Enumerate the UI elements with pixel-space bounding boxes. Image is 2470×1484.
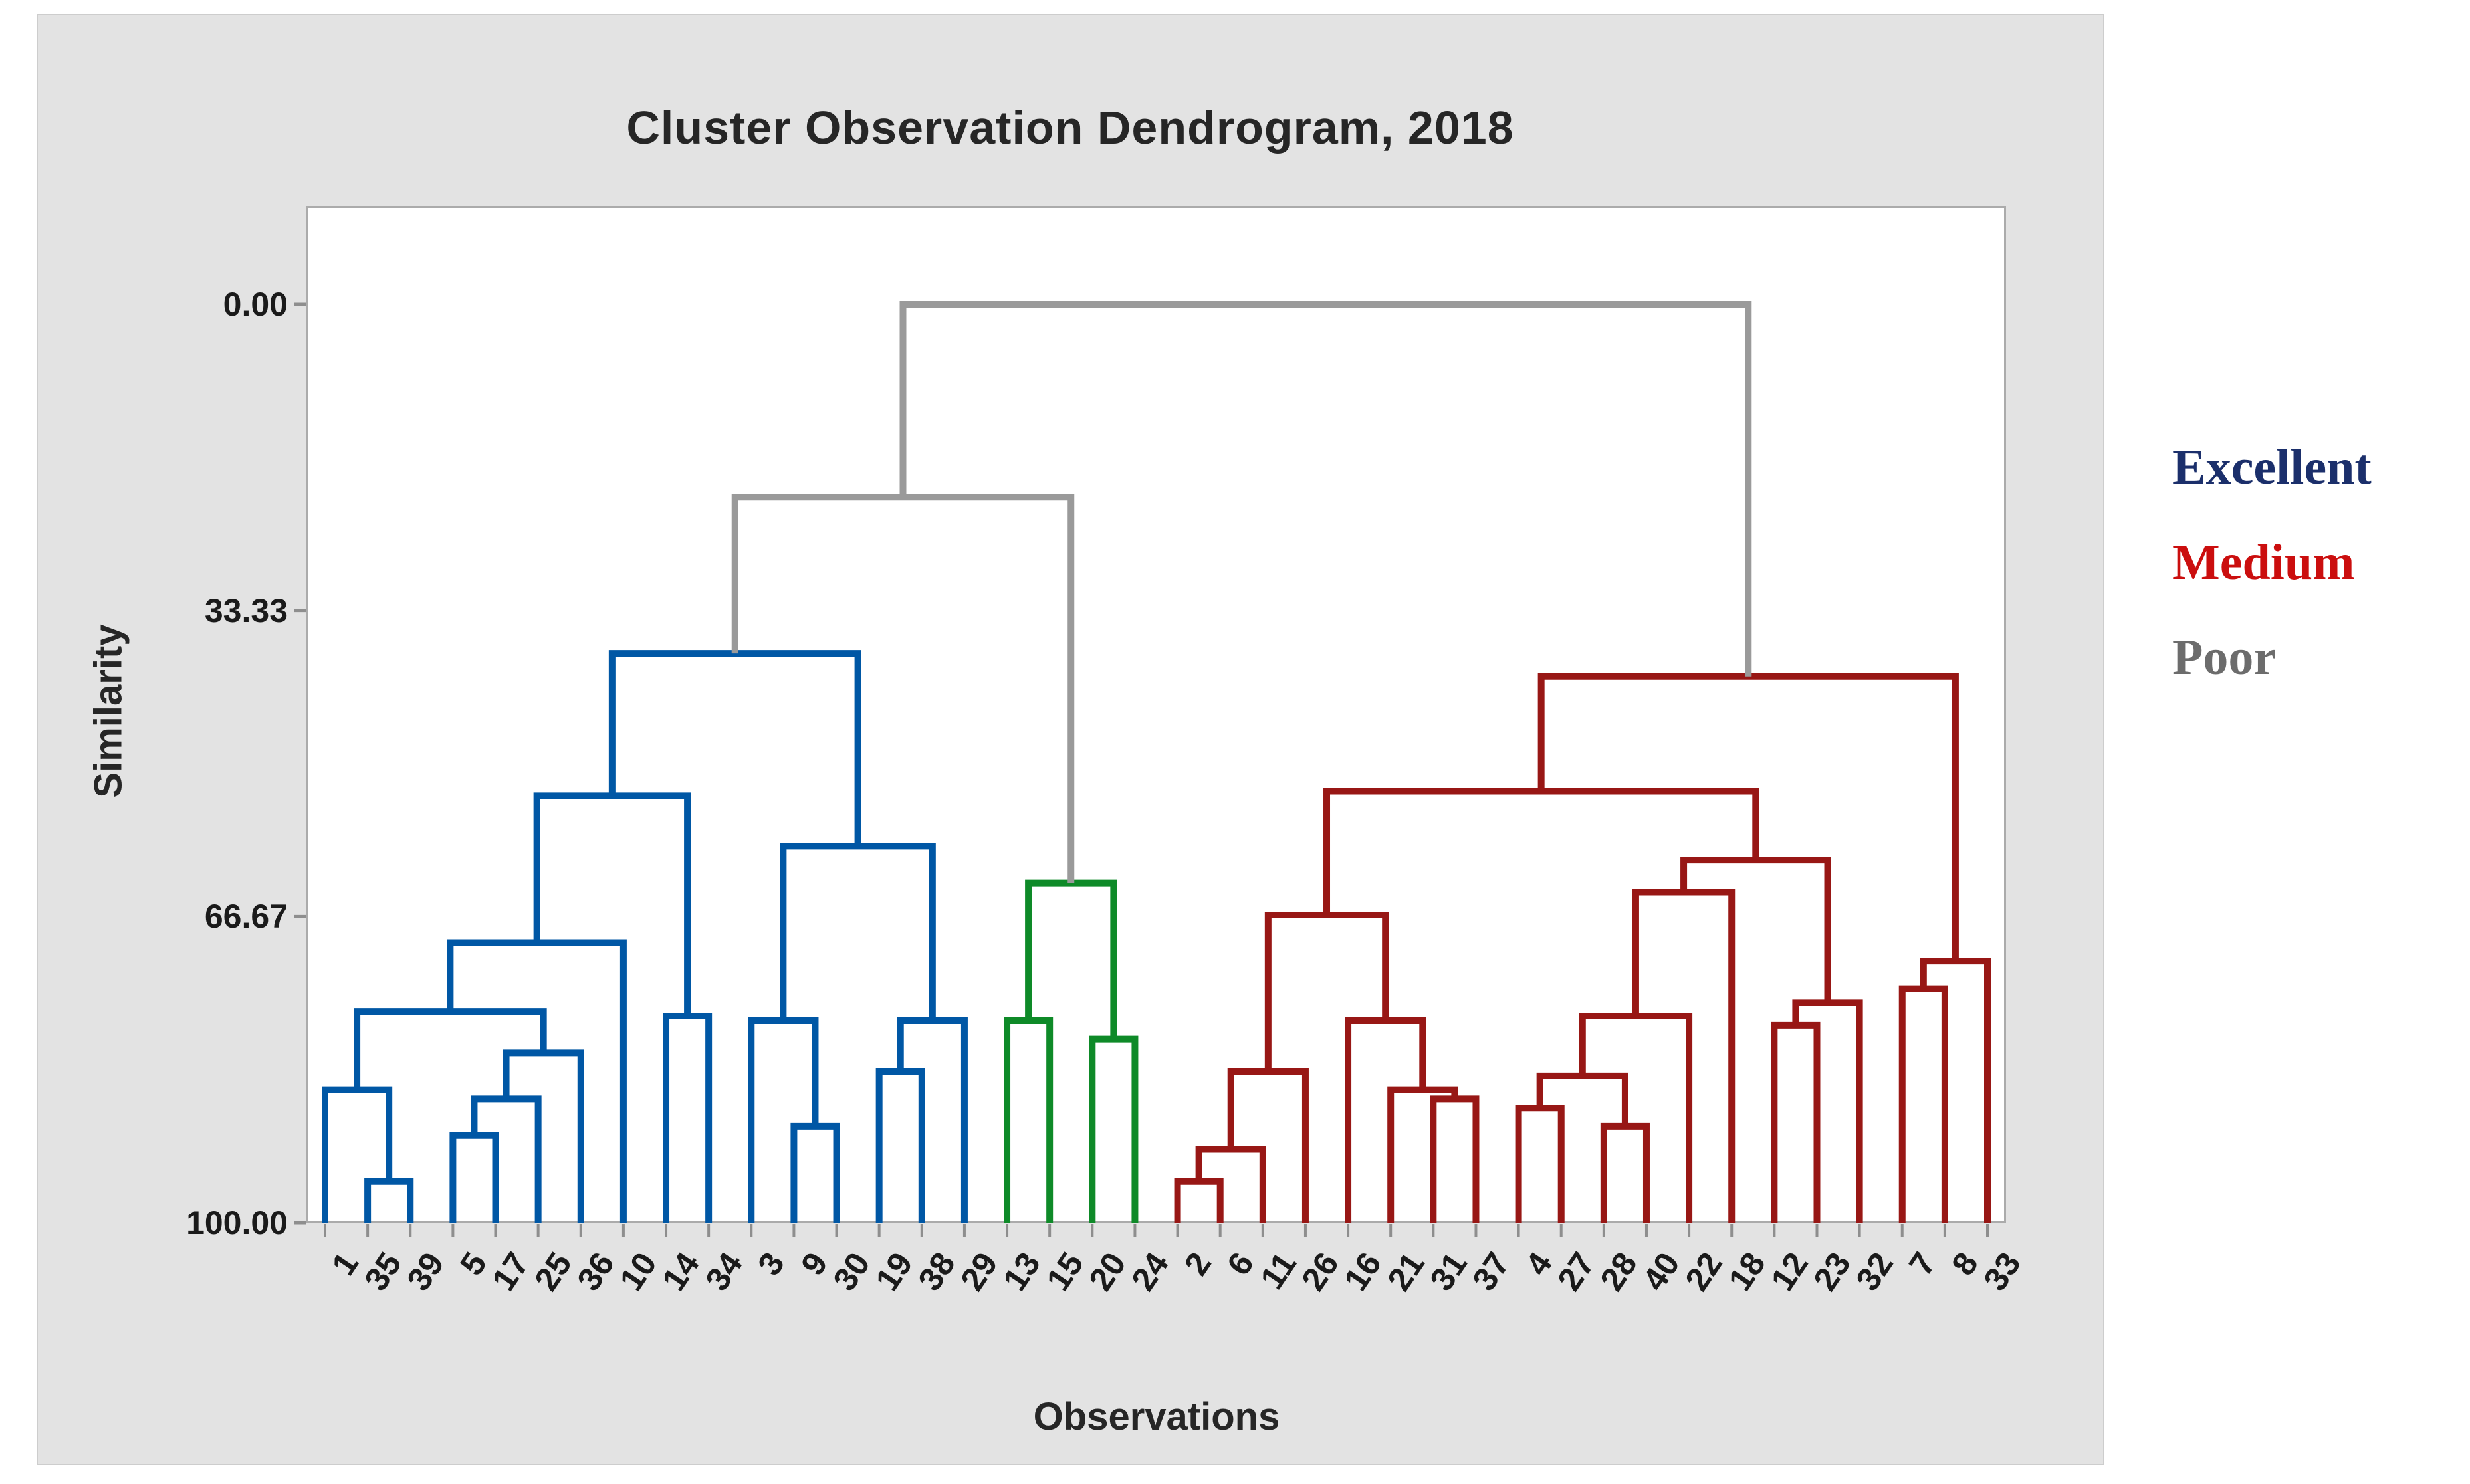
chart-title: Cluster Observation Dendrogram, 2018	[626, 102, 1514, 154]
y-tick-label: 33.33	[204, 591, 288, 629]
plot-area	[306, 206, 2006, 1223]
y-tick-label: 66.67	[204, 898, 288, 936]
legend-item-poor: Poor	[2172, 629, 2277, 685]
y-tick-label: 100.00	[186, 1204, 288, 1241]
legend-item-medium: Medium	[2172, 534, 2355, 590]
x-axis-title: Observations	[1033, 1395, 1280, 1438]
y-axis-title: Similarity	[86, 624, 130, 798]
legend-item-excellent: Excellent	[2172, 439, 2372, 495]
legend: Excellent Medium Poor	[2172, 420, 2372, 705]
y-tick-label: 0.00	[223, 286, 288, 323]
